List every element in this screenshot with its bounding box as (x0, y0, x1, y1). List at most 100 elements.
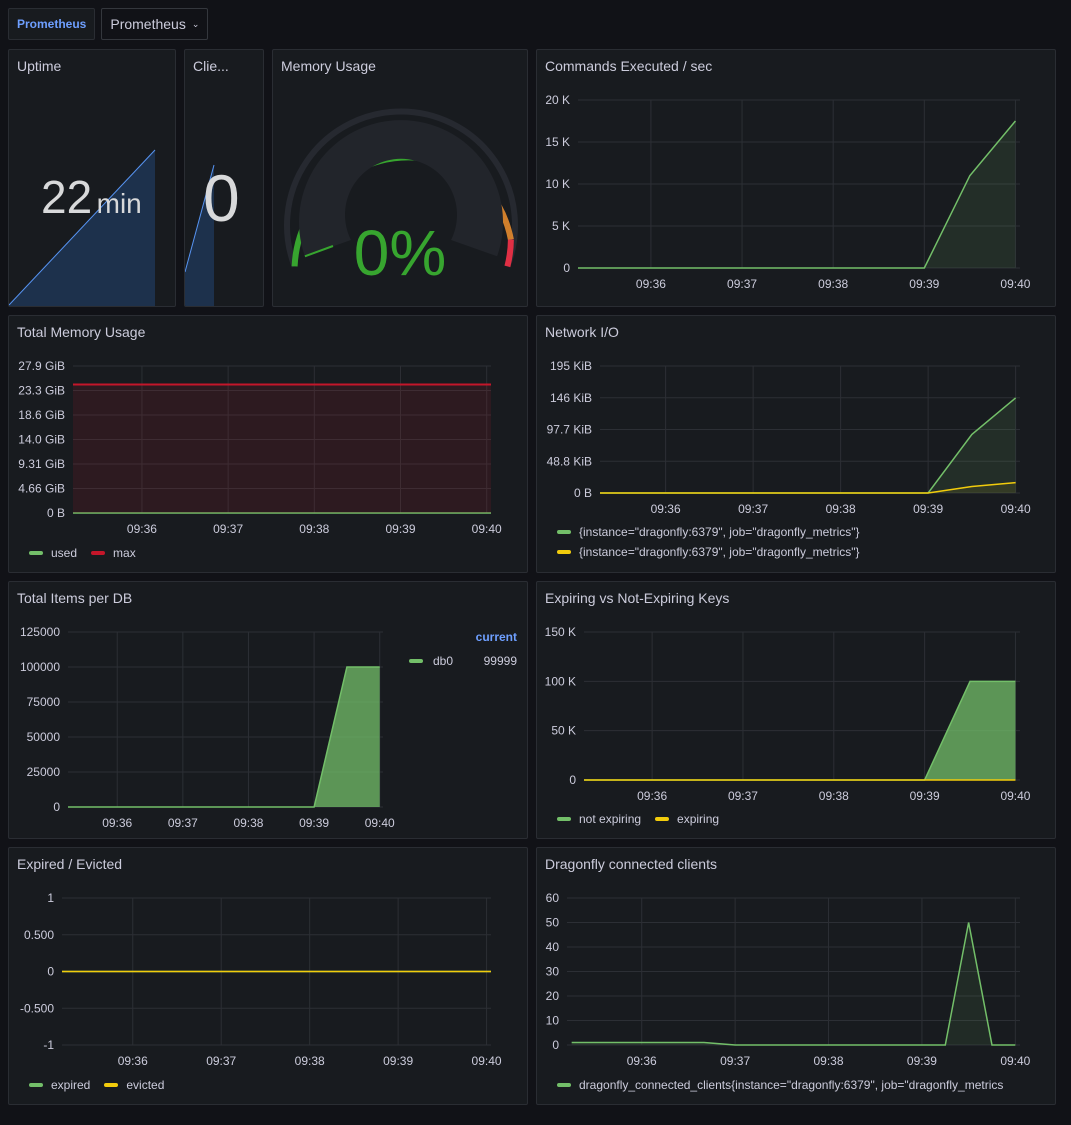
y-tick-label: -1 (43, 1038, 54, 1052)
panel-title: Clie... (193, 58, 229, 74)
legend-label: expiring (677, 812, 720, 826)
stat-value: 22 min (41, 170, 142, 224)
y-tick-label: 0 (47, 965, 54, 979)
x-tick-label: 09:39 (385, 522, 415, 536)
gauge-value-marker (304, 245, 334, 258)
uptime-sparkline (9, 149, 156, 306)
x-tick-label: 09:39 (909, 277, 939, 291)
panel-total-memory[interactable]: Total Memory Usage 0 B 4.66 GiB 9.31 GiB 14… (8, 315, 528, 573)
panel-title: Dragonfly connected clients (545, 856, 717, 872)
y-tick-label: 0 B (47, 506, 65, 520)
legend-item-expired[interactable]: expired (29, 1078, 90, 1092)
legend-item-evicted[interactable]: evicted (104, 1078, 164, 1092)
x-tick-label: 09:37 (206, 1054, 236, 1068)
legend-item-series-1[interactable]: {instance="dragonfly:6379", job="dragonf… (557, 525, 860, 539)
series-area (600, 397, 1016, 493)
legend-swatch (29, 1083, 43, 1087)
legend-value: 99999 (483, 654, 517, 668)
y-tick-label: 15 K (545, 135, 570, 149)
y-tick-label: 125000 (20, 625, 60, 639)
expiring-chart: 0 50 K 100 K 150 K 09:36 09:37 09:38 09:39 09:40 (545, 625, 1031, 803)
x-tick-label: 09:38 (299, 522, 329, 536)
clients-sparkline (185, 164, 215, 306)
y-tick-label: 100000 (20, 660, 60, 674)
legend-row[interactable]: db0 99999 (409, 654, 517, 668)
y-tick-label: 1 (47, 891, 54, 905)
y-tick-label: 50 (546, 916, 560, 930)
panel-title: Total Memory Usage (17, 324, 146, 340)
legend-item-expiring[interactable]: expiring (655, 812, 719, 826)
legend-label: evicted (126, 1078, 165, 1092)
panel-network-io[interactable]: Network I/O 0 B 48.8 KiB 97.7 KiB 146 KiB 19… (536, 315, 1056, 573)
y-tick-label: 10 K (545, 177, 570, 191)
legend-item-connected-clients[interactable]: dragonfly_connected_clients{instance="dr… (557, 1078, 1003, 1092)
series-area (571, 922, 1016, 1045)
series-line (68, 666, 380, 808)
total-memory-chart: 0 B 4.66 GiB 9.31 GiB 14.0 GiB 18.6 GiB 23.3 … (18, 359, 502, 536)
x-tick-label: 09:40 (1000, 277, 1030, 291)
panel-title: Uptime (17, 58, 62, 74)
legend-swatch (409, 659, 423, 663)
x-tick-label: 09:38 (814, 1054, 844, 1068)
x-tick-label: 09:38 (826, 502, 856, 516)
panel-uptime[interactable]: Uptime 22 min (8, 49, 176, 307)
x-tick-label: 09:38 (818, 277, 848, 291)
series-line (578, 120, 1017, 269)
y-tick-label: 0 (552, 1038, 559, 1052)
legend-label: not expiring (579, 812, 642, 826)
chevron-down-icon: ⌄ (191, 18, 200, 29)
panel-title: Expiring vs Not-Expiring Keys (545, 590, 730, 606)
x-tick-label: 09:39 (907, 1054, 937, 1068)
panel-memory-usage[interactable]: Memory Usage 0% (272, 49, 528, 307)
datasource-select[interactable]: Prometheus ⌄ (101, 8, 209, 40)
stat-unit: min (96, 188, 142, 219)
stat-number: 22 (41, 171, 93, 223)
panel-connected-clients[interactable]: Dragonfly connected clients 0 10 20 30 40 50 6… (536, 847, 1056, 1105)
legend-swatch (104, 1083, 119, 1087)
y-tick-label: 20 K (545, 93, 570, 107)
x-tick-label: 09:37 (168, 816, 198, 830)
x-tick-label: 09:36 (102, 816, 132, 830)
memory-gauge (284, 108, 518, 268)
x-tick-label: 09:40 (1000, 1054, 1030, 1068)
x-tick-label: 09:38 (819, 789, 849, 803)
chart-legend: dragonfly_connected_clients{instance="dr… (557, 1078, 1003, 1092)
x-tick-label: 09:39 (913, 502, 943, 516)
x-tick-label: 09:37 (738, 502, 768, 516)
x-tick-label: 09:36 (636, 277, 666, 291)
x-tick-label: 09:40 (472, 1054, 502, 1068)
legend-item-max[interactable]: max (91, 546, 136, 560)
items-chart: 0 25000 50000 75000 100000 125000 09:36 09:37 09… (20, 625, 395, 830)
chart-legend: expired evicted (29, 1078, 164, 1092)
legend-label: expired (51, 1078, 91, 1092)
series-line (571, 922, 1016, 1046)
y-tick-label: 100 K (545, 674, 576, 688)
x-tick-label: 09:36 (637, 789, 667, 803)
x-tick-label: 09:36 (118, 1054, 148, 1068)
variables-bar: Prometheus Prometheus ⌄ (8, 8, 209, 40)
y-tick-label: 25000 (27, 765, 61, 779)
panel-commands-executed[interactable]: Commands Executed / sec 0 5 K 10 K 15 K 20 K… (536, 49, 1056, 307)
series-area (68, 667, 380, 807)
y-tick-label: 0.500 (24, 928, 54, 942)
panel-expiring-keys[interactable]: Expiring vs Not-Expiring Keys 0 50 K 100 K… (536, 581, 1056, 839)
y-tick-label: 195 KiB (550, 359, 592, 373)
sparkline-line (9, 149, 156, 306)
legend-swatch (557, 1083, 571, 1087)
gauge-track (299, 120, 503, 257)
datasource-select-value: Prometheus (110, 16, 186, 32)
x-tick-label: 09:40 (1000, 789, 1030, 803)
y-tick-label: 27.9 GiB (18, 359, 65, 373)
legend-item-used[interactable]: used (29, 546, 77, 560)
x-tick-label: 09:40 (1001, 502, 1031, 516)
panel-clients[interactable]: Clie... 0 (184, 49, 264, 307)
commands-chart: 0 5 K 10 K 15 K 20 K 09:36 09:37 09:38 09:39 09:4… (545, 93, 1030, 291)
legend-label: {instance="dragonfly:6379", job="dragonf… (579, 525, 860, 539)
legend-label: max (113, 546, 136, 560)
legend-column-header[interactable]: current (475, 630, 517, 644)
legend-swatch (655, 817, 670, 821)
panel-items-per-db[interactable]: Total Items per DB 0 25000 50000 75000 10000… (8, 581, 528, 839)
legend-item-series-2[interactable]: {instance="dragonfly:6379", job="dragonf… (557, 545, 860, 559)
legend-item-not-expiring[interactable]: not expiring (557, 812, 641, 826)
panel-expired-evicted[interactable]: Expired / Evicted -1 -0.500 0 0.500 1 09:36 09… (8, 847, 528, 1105)
